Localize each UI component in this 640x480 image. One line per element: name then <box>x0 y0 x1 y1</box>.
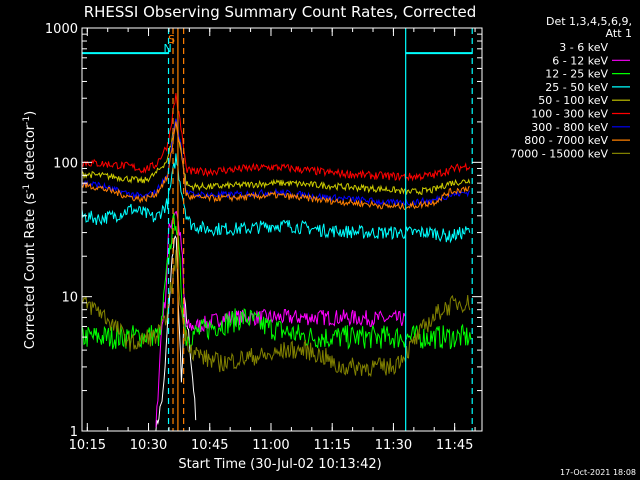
x-tick-label: 11:45 <box>436 438 473 453</box>
x-tick-label: 10:30 <box>130 438 167 453</box>
legend-label-2: 12 - 25 keV <box>545 68 608 81</box>
y-axis-label-sup: -1 <box>22 184 32 193</box>
y-axis-label-rest: detector <box>23 124 38 184</box>
legend-label-3: 25 - 50 keV <box>545 81 608 94</box>
y-tick-label-100: 100 <box>53 156 78 171</box>
marker-label-S: S <box>168 33 175 46</box>
chart-title: RHESSI Observing Summary Count Rates, Co… <box>84 3 477 21</box>
legend-header-1: Att 1 <box>606 27 632 40</box>
y-axis-label-end: ) <box>23 111 38 116</box>
x-axis-label: Start Time (30-Jul-02 10:13:42) <box>178 457 381 472</box>
series-line-6 <box>82 118 471 208</box>
x-tick-label: 10:45 <box>191 438 228 453</box>
marker-label-N: N <box>164 42 172 55</box>
x-tick-label: 11:15 <box>313 438 350 453</box>
legend-label-4: 50 - 100 keV <box>538 94 608 107</box>
legend-label-0: 3 - 6 keV <box>559 41 608 54</box>
y-axis-label-main: Corrected Count Rate (s <box>23 193 38 350</box>
x-tick-label: 10:15 <box>69 438 106 453</box>
x-tick-label: 11:30 <box>375 438 412 453</box>
legend-label-5: 100 - 300 keV <box>531 108 608 121</box>
footer-timestamp: 17-Oct-2021 18:08 <box>560 468 636 477</box>
series-line-0 <box>155 235 197 431</box>
plot-area: SN 1 10 100 1000 10:15 10:30 10:45 11:00 11:15 11:… <box>45 22 483 453</box>
legend-label-6: 300 - 800 keV <box>531 121 608 134</box>
series-line-4 <box>82 119 471 196</box>
plot-frame <box>81 27 483 432</box>
y-tick-label-1: 1 <box>70 425 78 440</box>
series-line-5 <box>82 92 471 182</box>
series-line-8 <box>82 249 471 378</box>
legend-label-8: 7000 - 15000 keV <box>510 147 608 160</box>
y-tick-label-10: 10 <box>61 291 78 306</box>
y-axis-label: Corrected Count Rate (s-1 detector-1) <box>22 111 38 349</box>
legend-label-7: 800 - 7000 keV <box>524 134 608 147</box>
x-tick-label: 11:00 <box>252 438 289 453</box>
series-line-1 <box>155 210 407 428</box>
legend-label-1: 6 - 12 keV <box>552 54 608 67</box>
series-group <box>82 52 473 431</box>
legend-header-0: Det 1,3,4,5,6,9, <box>546 15 632 28</box>
y-axis-label-sup2: -1 <box>22 116 32 125</box>
y-tick-label-1000: 1000 <box>45 22 78 37</box>
